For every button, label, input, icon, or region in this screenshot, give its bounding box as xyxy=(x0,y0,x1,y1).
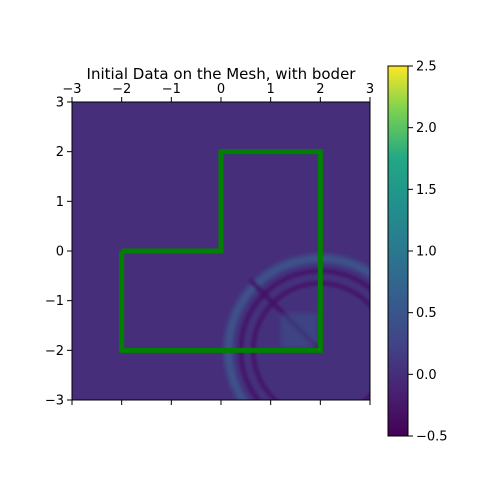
colorbar-tick-label: 1.0 xyxy=(416,245,437,260)
x-tick-label: 2 xyxy=(316,82,324,97)
mesh-border-line xyxy=(119,149,323,353)
y-tick-label: −1 xyxy=(45,294,64,309)
colorbar-tick-label: −0.5 xyxy=(416,430,448,445)
colorbar-tick-label: 2.0 xyxy=(416,121,437,136)
colorbar-gradient xyxy=(388,66,408,436)
x-tick-label: −1 xyxy=(162,82,181,97)
x-tick-label: 1 xyxy=(267,82,275,97)
colorbar-tick-label: 1.5 xyxy=(416,183,437,198)
y-tick-label: −3 xyxy=(45,394,64,409)
wave-bright-patch xyxy=(280,313,318,348)
colorbar-tick-label: 2.5 xyxy=(416,60,437,75)
plot-area xyxy=(71,101,371,401)
y-tick-label: −2 xyxy=(45,344,64,359)
y-tick-label: 1 xyxy=(56,195,64,210)
x-tick-label: 0 xyxy=(217,82,225,97)
x-tick-label: −3 xyxy=(62,82,81,97)
colorbar: −0.5 0.0 0.5 1.0 1.5 2.0 2.5 xyxy=(387,60,448,445)
colorbar-tick-label: 0.0 xyxy=(416,368,437,383)
y-tick-label: 0 xyxy=(56,245,64,260)
x-tick-label: −2 xyxy=(112,82,131,97)
chart-title: Initial Data on the Mesh, with boder xyxy=(87,65,357,83)
y-tick-label: 3 xyxy=(56,96,64,111)
x-tick-label: 3 xyxy=(366,82,374,97)
colorbar-tick-label: 0.5 xyxy=(416,306,437,321)
colorbar-ticks: −0.5 0.0 0.5 1.0 1.5 2.0 2.5 xyxy=(408,60,448,445)
y-tick-label: 2 xyxy=(56,145,64,160)
